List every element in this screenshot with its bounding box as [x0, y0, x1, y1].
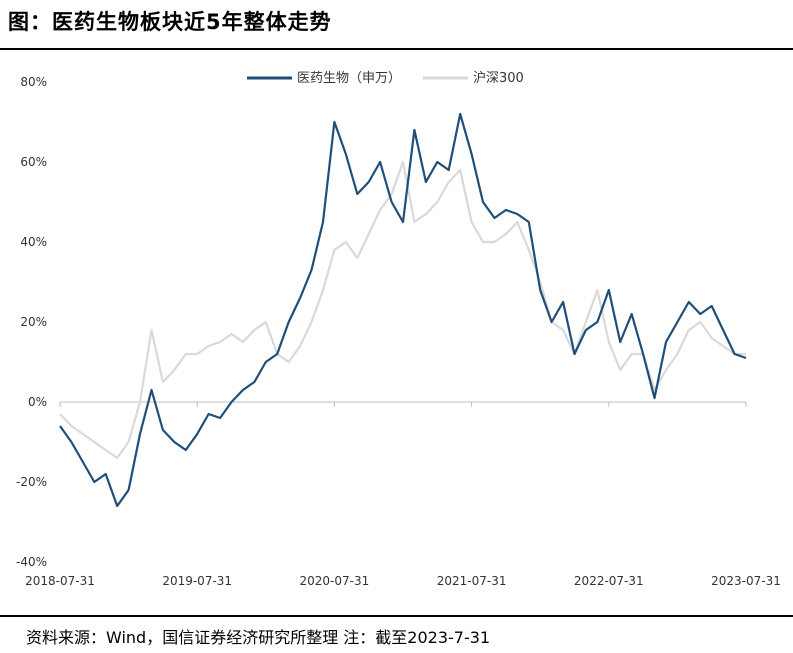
x-tick-label: 2018-07-31	[25, 574, 95, 588]
legend-label-series-2: 沪深300	[473, 70, 524, 86]
page-title: 图：医药生物板块近5年整体走势	[8, 10, 332, 34]
y-axis: 80% 60% 40% 20% 0% -20% -40%	[16, 75, 47, 569]
y-tick-label: 40%	[20, 235, 47, 249]
title-rule	[0, 48, 793, 50]
series-layer	[59, 112, 747, 508]
y-tick-label: 20%	[20, 315, 47, 329]
y-tick-label: -20%	[16, 475, 47, 489]
y-tick-label: 60%	[20, 155, 47, 169]
x-axis: 2018-07-31 2019-07-31 2020-07-31 2021-07-31…	[25, 401, 781, 588]
x-tick-label: 2021-07-31	[437, 574, 507, 588]
series-line-1	[59, 112, 747, 508]
x-tick-label: 2023-07-31	[711, 574, 781, 588]
y-tick-label: 80%	[20, 75, 47, 89]
x-tick-label: 2022-07-31	[574, 574, 644, 588]
y-tick-label: 0%	[28, 395, 47, 409]
legend-label-series-1: 医药生物（申万）	[297, 71, 401, 86]
source-note: 资料来源：Wind，国信证券经济研究所整理 注：截至2023-7-31	[26, 628, 491, 647]
line-chart: 80% 60% 40% 20% 0% -20% -40% 2018-07-31 2019-07…	[16, 70, 781, 588]
x-tick-label: 2019-07-31	[162, 574, 232, 588]
legend: 医药生物（申万） 沪深300	[247, 70, 524, 86]
footer-rule	[0, 615, 793, 617]
x-tick-label: 2020-07-31	[300, 574, 370, 588]
y-tick-label: -40%	[16, 555, 47, 569]
series-line-2	[59, 160, 746, 460]
